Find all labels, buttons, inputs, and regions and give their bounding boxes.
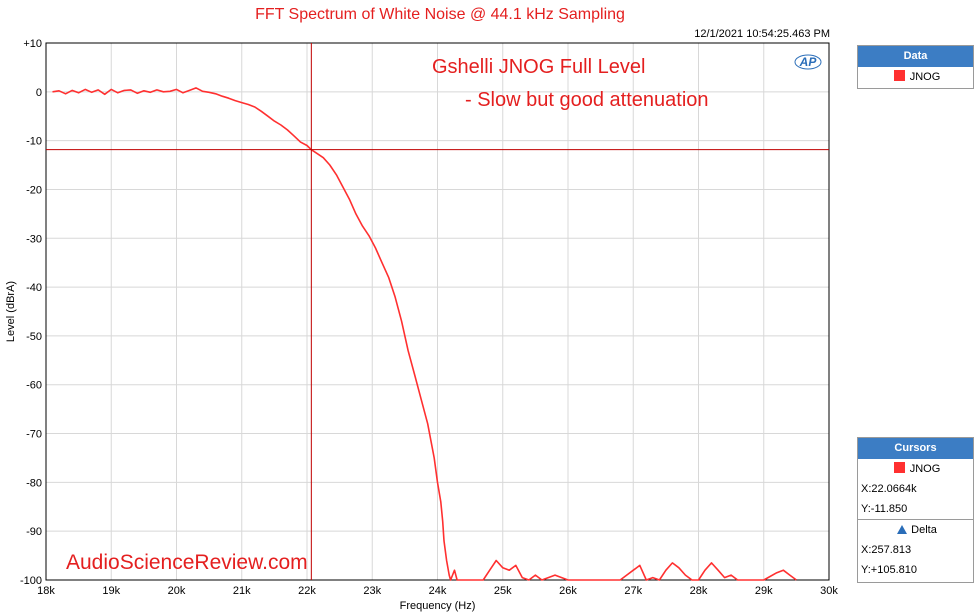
delta-y-value: Y:+105.810 [861, 564, 917, 576]
y-tick-label: -90 [26, 526, 42, 538]
y-tick-label: -40 [26, 282, 42, 294]
x-tick-label: 20k [168, 585, 186, 597]
x-tick-label: 23k [363, 585, 381, 597]
data-panel-header: Data [858, 46, 973, 67]
y-tick-label: -70 [26, 429, 42, 441]
x-tick-label: 27k [624, 585, 642, 597]
legend-item-jnog[interactable]: JNOG [858, 67, 973, 87]
y-tick-label: -10 [26, 136, 42, 148]
annotation-subtitle: - Slow but good attenuation [465, 89, 709, 111]
cursor-series: JNOG [858, 459, 973, 479]
annotation-title: Gshelli JNOG Full Level [432, 56, 645, 78]
cursor-y-value: Y:-11.850 [861, 503, 908, 515]
series-line-jnog [52, 87, 797, 581]
x-tick-label: 28k [690, 585, 708, 597]
data-panel: Data JNOG [857, 45, 974, 89]
y-tick-label: -20 [26, 184, 42, 196]
x-tick-label: 29k [755, 585, 773, 597]
cursor-x-value: X:22.0664k [861, 483, 917, 495]
x-tick-label: 25k [494, 585, 512, 597]
y-tick-label: -100 [20, 575, 42, 587]
y-tick-label: -50 [26, 331, 42, 343]
ap-logo: AP [799, 55, 818, 69]
ap-logo-ring [794, 54, 822, 70]
x-tick-label: 21k [233, 585, 251, 597]
cursor-swatch [893, 462, 905, 473]
legend-label: JNOG [909, 71, 941, 83]
x-tick-label: 24k [429, 585, 447, 597]
x-tick-label: 18k [37, 585, 55, 597]
y-tick-label: -80 [26, 477, 42, 489]
y-tick-label: 0 [36, 87, 42, 99]
delta-label: Delta [911, 524, 937, 536]
cursors-panel: Cursors JNOG X:22.0664k Y:-11.850 Delta … [857, 437, 974, 583]
plot-frame [45, 42, 830, 581]
delta-icon [897, 525, 908, 534]
y-tick-label: -60 [26, 380, 42, 392]
x-tick-label: 22k [298, 585, 316, 597]
cursors-panel-header: Cursors [858, 438, 973, 459]
grid [45, 42, 830, 581]
delta-row: Delta [858, 519, 973, 540]
legend-swatch [893, 70, 905, 81]
delta-x-value: X:257.813 [861, 544, 912, 556]
x-tick-label: 19k [102, 585, 120, 597]
y-axis-ticks: +10 0 -10 -20 -30 -40 -50 -60 -70 -80 -90 -100 [20, 38, 42, 587]
cursor-series-label: JNOG [909, 463, 941, 475]
x-axis-ticks: 18k 19k 20k 21k 22k 23k 24k 25k 26k 27k 28k 29k 30k [37, 585, 838, 597]
watermark-text: AudioScienceReview.com [66, 551, 308, 574]
y-axis-label: Level (dBrA) [5, 281, 17, 342]
y-tick-label: +10 [23, 38, 42, 50]
y-tick-label: -30 [26, 233, 42, 245]
x-tick-label: 30k [820, 585, 838, 597]
chart-title: FFT Spectrum of White Noise @ 44.1 kHz S… [255, 6, 625, 23]
x-axis-label: Frequency (Hz) [400, 600, 476, 612]
x-tick-label: 26k [559, 585, 577, 597]
timestamp: 12/1/2021 10:54:25.463 PM [694, 28, 830, 40]
